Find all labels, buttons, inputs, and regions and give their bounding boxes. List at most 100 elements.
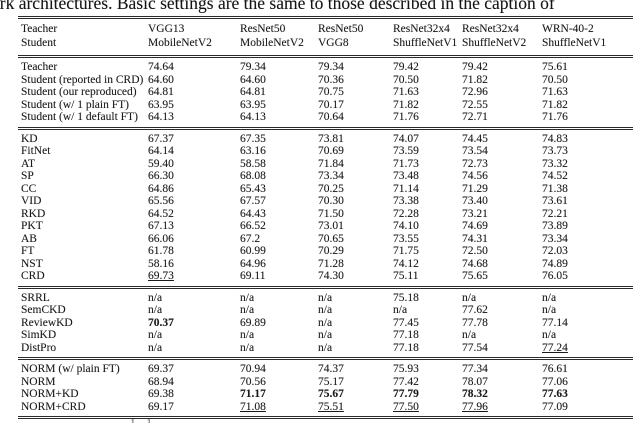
table-cell: 70.50: [393, 73, 419, 86]
table-row: SemCKD n/a n/a n/a n/a 77.62 n/a: [18, 304, 633, 317]
table-cell: 75.11: [393, 270, 419, 282]
column-student-name: ShuffleNetV1: [542, 36, 607, 49]
table-row: PKT 67.13 66.52 73.01 74.10 74.69 73.89: [18, 220, 633, 233]
table-cell: 77.18: [393, 341, 419, 354]
table-cell: n/a: [240, 341, 255, 354]
table-cell: 64.81: [240, 86, 266, 98]
table-cell: 77.78: [462, 316, 488, 329]
table-cell: 72.96: [462, 86, 488, 98]
table-cell: 77.06: [542, 375, 568, 388]
table-cell: 76.05: [542, 270, 568, 282]
table-cell: 77.54: [462, 341, 488, 354]
table-cell: 78.32: [462, 388, 488, 400]
table-cell: 74.83: [542, 132, 568, 145]
table-cell: 71.82: [393, 98, 419, 111]
table-cell: 74.30: [318, 270, 344, 282]
table-cell: 77.62: [462, 304, 488, 316]
table-cell: 73.38: [393, 195, 419, 207]
column-header-5: ResNet32x4 ShuffleNetV2: [462, 18, 542, 57]
table-cell: 74.31: [462, 232, 488, 245]
table-cell: n/a: [318, 291, 333, 304]
table-cell: 75.18: [393, 291, 419, 304]
row-label: AT: [21, 157, 36, 170]
table-row: NORM+KD 69.38 71.17 75.67 77.79 78.32 77.63: [18, 388, 633, 401]
table-cell: 77.09: [542, 400, 568, 413]
section-classic-kd-methods: KD 67.37 67.35 73.81 74.07 74.45 74.83 FitNet 64…: [18, 128, 633, 287]
table-cell: 71.38: [542, 182, 568, 195]
table-cell: 69.89: [240, 316, 266, 329]
row-label: NORM+CRD: [21, 400, 86, 413]
column-student-name: ShuffleNetV1: [393, 36, 458, 49]
column-student-name: MobileNetV2: [148, 36, 212, 49]
row-label: Student (our reproduced): [21, 86, 137, 98]
table-cell: 72.03: [542, 245, 568, 257]
table-cell: 71.76: [542, 111, 568, 123]
table-cell: n/a: [318, 316, 333, 329]
table-cell: 70.30: [318, 195, 344, 207]
table-cell: 68.94: [148, 375, 174, 388]
table-cell: 73.59: [393, 145, 419, 157]
table-cell: 73.32: [542, 157, 568, 170]
table-cell: 73.21: [462, 207, 488, 220]
table-cell: 79.34: [318, 61, 344, 73]
table-cell: 63.95: [240, 98, 266, 111]
table-cell: 64.60: [148, 73, 174, 86]
table-cell: 64.96: [240, 257, 266, 270]
table-cell: 71.50: [318, 207, 344, 220]
table-cell: 69.37: [148, 363, 174, 375]
results-table: Teacher Student VGG13 MobileNetV2 ResNet50…: [18, 16, 633, 419]
table-cell: 77.34: [462, 363, 488, 375]
row-label: SRRL: [21, 291, 50, 304]
table-cell: 75.61: [542, 61, 568, 73]
section-baselines: Teacher 74.64 79.34 79.34 79.42 79.42 75.61 Stu…: [18, 57, 633, 128]
header-teacher-student: Teacher Student: [18, 18, 148, 57]
table-cell: 72.28: [393, 207, 419, 220]
row-label: ReviewKD: [21, 316, 73, 329]
table-cell: 74.52: [542, 170, 568, 182]
table-cell: 64.60: [240, 73, 266, 86]
table-cell: 71.63: [542, 86, 568, 98]
header-row: Teacher Student VGG13 MobileNetV2 ResNet50…: [18, 18, 633, 57]
table-cell: 77.96: [462, 400, 488, 413]
table-cell: 72.55: [462, 98, 488, 111]
table-cell: 71.08: [240, 400, 266, 413]
table-cell: 74.56: [462, 170, 488, 182]
row-label: AB: [21, 232, 37, 245]
table-row: NORM+CRD 69.17 71.08 75.51 77.50 77.96 77.09: [18, 401, 633, 418]
table-row: AT 59.40 58.58 71.84 71.73 72.73 73.32: [18, 158, 633, 171]
table-cell: 66.06: [148, 232, 174, 245]
caption-clip: ork architectures. Basic settings are th…: [0, 0, 640, 15]
table-cell: 73.81: [318, 132, 344, 145]
table-cell: 72.71: [462, 111, 488, 123]
table-cell: 79.34: [240, 61, 266, 73]
table-row: RKD 64.52 64.43 71.50 72.28 73.21 72.21: [18, 208, 633, 221]
column-student-name: ShuffleNetV2: [462, 36, 527, 49]
table-cell: 65.56: [148, 195, 174, 207]
table-cell: 63.95: [148, 98, 174, 111]
table-cell: n/a: [462, 329, 477, 341]
table-row: CC 64.86 65.43 70.25 71.14 71.29 71.38: [18, 183, 633, 196]
column-student-name: VGG8: [318, 36, 349, 49]
table-row: KD 67.37 67.35 73.81 74.07 74.45 74.83: [18, 128, 633, 145]
column-teacher-name: ResNet50: [318, 23, 364, 35]
table-cell: 71.73: [393, 157, 419, 170]
table-cell: n/a: [462, 291, 477, 304]
table-cell: 66.52: [240, 220, 266, 232]
table-row: Student (our reproduced) 64.81 64.81 70.75 7…: [18, 86, 633, 99]
table-cell: 77.79: [393, 388, 419, 400]
row-label: CC: [21, 182, 37, 195]
column-student-name: MobileNetV2: [240, 36, 304, 49]
row-label: NST: [21, 257, 43, 270]
table-row: NORM 68.94 70.56 75.17 77.42 78.07 77.06: [18, 376, 633, 389]
table-cell: 64.14: [148, 145, 174, 157]
table-cell: 63.16: [240, 145, 266, 157]
table-cell: 71.17: [240, 388, 266, 400]
row-label: KD: [21, 132, 38, 145]
table-cell: 73.48: [393, 170, 419, 182]
table-cell: 65.43: [240, 182, 266, 195]
row-label: SP: [21, 170, 34, 182]
table-cell: 77.50: [393, 400, 419, 413]
column-header-3: ResNet50 VGG8: [318, 18, 393, 57]
table-cell: 71.28: [318, 257, 344, 270]
table-cell: n/a: [318, 329, 333, 341]
